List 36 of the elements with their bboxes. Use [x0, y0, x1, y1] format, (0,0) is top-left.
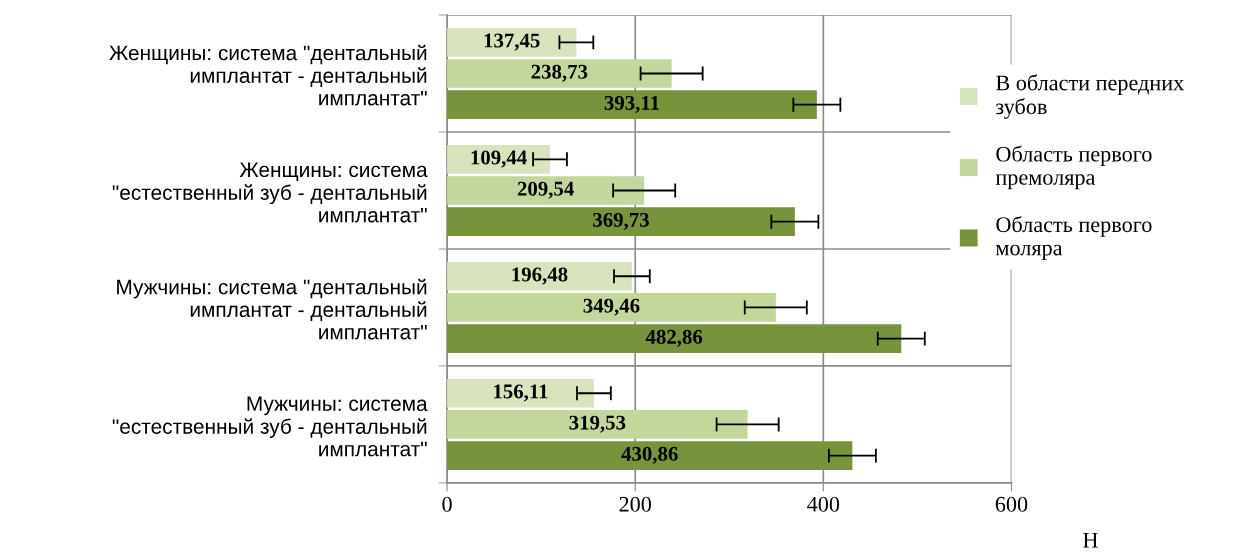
bar — [447, 410, 748, 439]
bar — [447, 441, 853, 470]
y-tick-label: Женщины: система "естественный зуб - дентальный имплантат" — [112, 162, 428, 223]
bar — [447, 144, 551, 174]
bar — [447, 59, 672, 88]
bar — [447, 261, 632, 291]
bar — [447, 293, 776, 322]
data-label: 238,73 — [531, 64, 588, 82]
data-label: 156,11 — [494, 384, 548, 402]
data-label: 137,45 — [484, 33, 540, 51]
data-label: 393,11 — [604, 95, 659, 113]
data-label: 482,86 — [645, 329, 703, 347]
data-label: 369,73 — [593, 212, 649, 230]
data-label: 319,53 — [569, 415, 626, 433]
x-tick-label: 400 — [807, 496, 840, 512]
x-axis-title: Н — [1083, 532, 1098, 548]
bar — [447, 378, 594, 408]
legend-label: Область первого моляра — [995, 216, 1152, 260]
data-label: 196,48 — [512, 267, 568, 285]
bar — [447, 324, 902, 353]
x-tick-label: 200 — [619, 496, 652, 512]
bar — [447, 27, 577, 57]
data-label: 349,46 — [583, 298, 640, 316]
data-label: 209,54 — [517, 181, 574, 199]
x-tick-label: 0 — [442, 496, 452, 512]
data-label: 109,44 — [471, 150, 527, 168]
bar — [447, 90, 817, 120]
bar — [447, 176, 645, 205]
legend-label: В области передних зубов — [996, 74, 1184, 119]
y-tick-label: Мужчины: система "дентальный имплантат - дентальный имплантат" — [117, 278, 427, 340]
y-tick-label: Женщины: система "дентальный имплантат - дентальный имплантат" — [109, 44, 427, 106]
x-tick-label: 600 — [995, 496, 1028, 512]
bar — [447, 207, 795, 237]
data-label: 430,86 — [621, 446, 678, 464]
legend-label: Область первого премоляра — [995, 145, 1152, 190]
y-tick-label: Мужчины: система "естественный зуб - дентальный имплантат" — [112, 396, 428, 457]
